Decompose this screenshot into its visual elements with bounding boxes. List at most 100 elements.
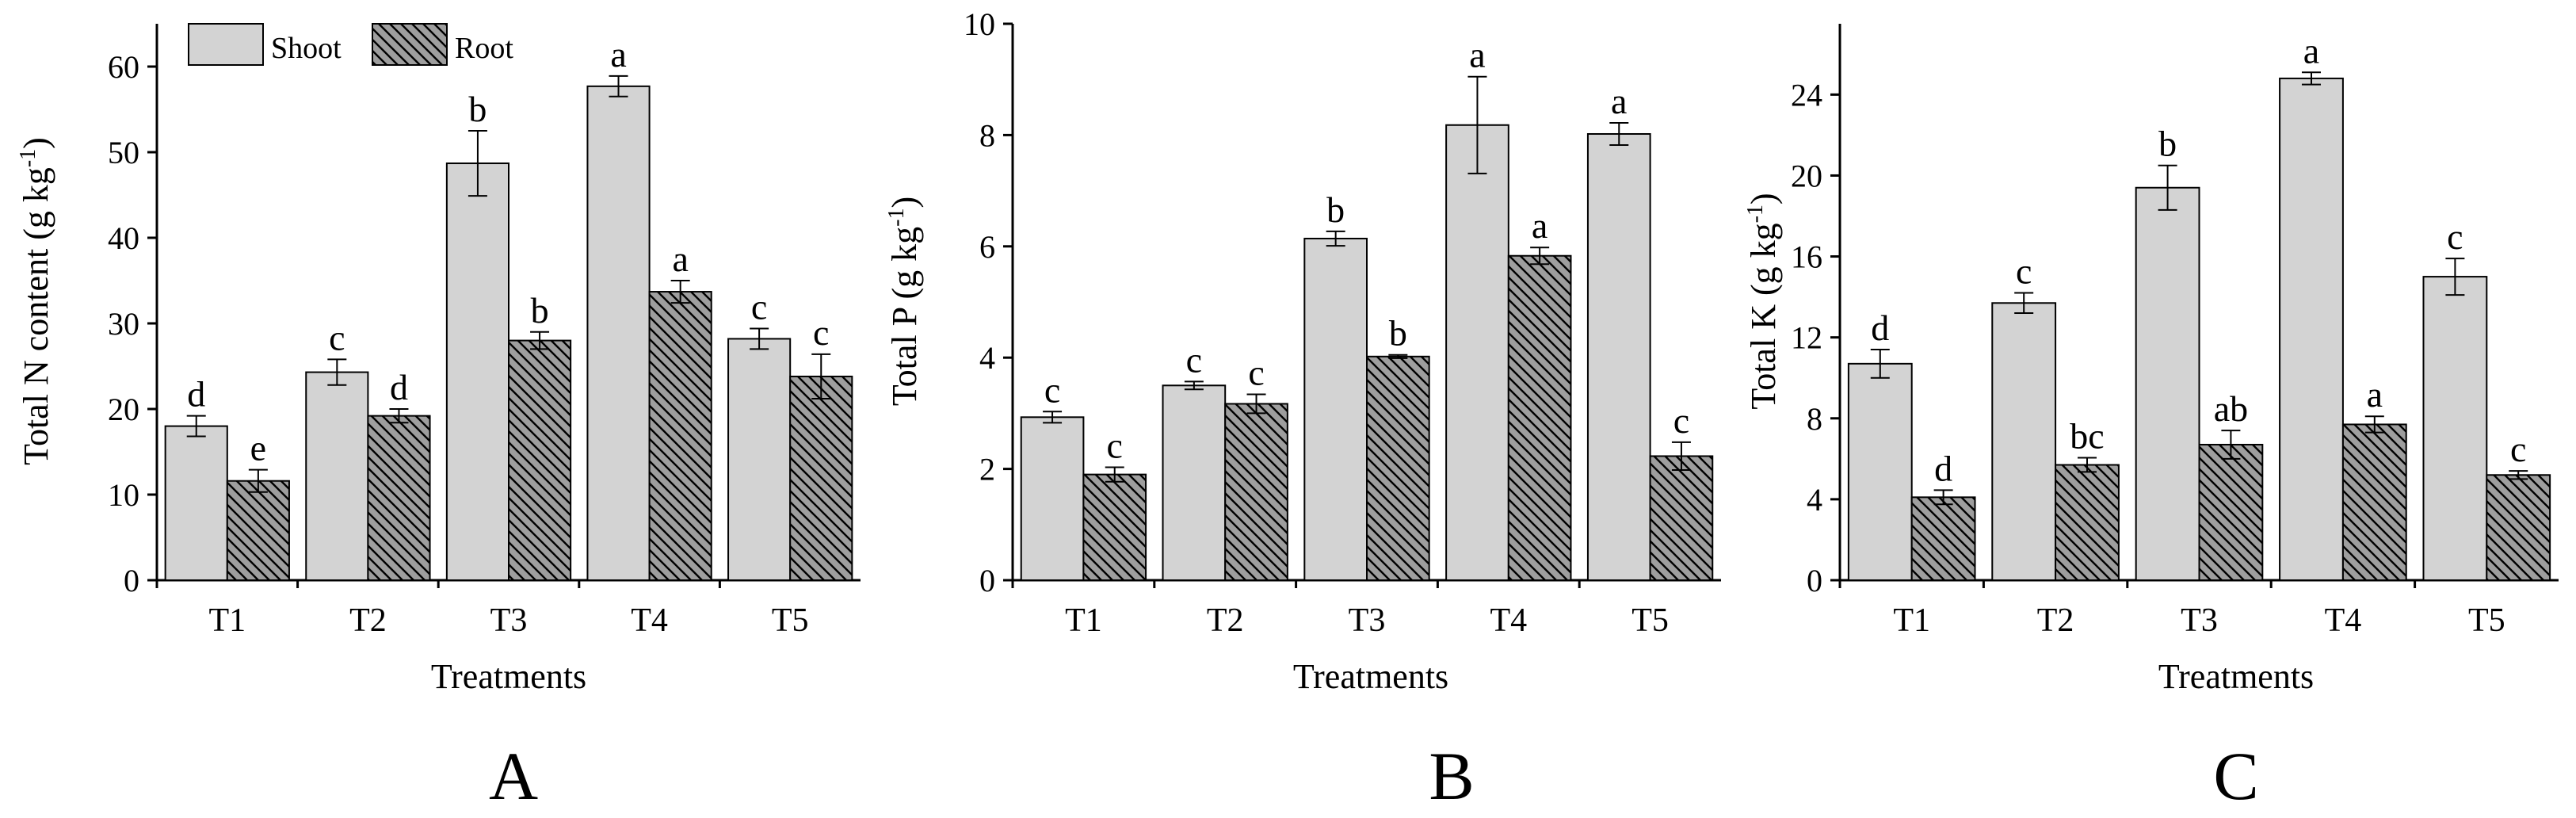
panel-a-significance-letter: a bbox=[610, 34, 626, 75]
panel-b-y-tick-label: 6 bbox=[979, 229, 995, 265]
panel-b-significance-letter: a bbox=[1469, 35, 1485, 75]
panel-a-significance-letter: e bbox=[250, 428, 266, 468]
panel-a-x-axis-label: Treatments bbox=[431, 657, 586, 696]
panel-a-x-tick-label: T2 bbox=[349, 602, 387, 639]
panel-b-significance-letter: a bbox=[1611, 81, 1627, 121]
panel-b-x-tick-label: T4 bbox=[1490, 602, 1527, 639]
panel-b-marks: 0 2 4 6 8 10 T1 c c T2 c c T3 b b T4 a a T5 a c bbox=[964, 6, 1721, 639]
panel-b-significance-letter: c bbox=[1107, 425, 1123, 465]
panel-b-significance-letter: b bbox=[1326, 189, 1345, 230]
panel-b-y-axis-label-tail: ) bbox=[885, 197, 924, 208]
legend-label-shoot: Shoot bbox=[271, 32, 342, 65]
panel-a-bar-shoot bbox=[445, 162, 510, 582]
panel-b-y-tick-label: 8 bbox=[979, 117, 995, 153]
panel-b-total-p: 0 2 4 6 8 10 T1 c c T2 c c T3 b b T4 a a T5 a c Total P (g k… bbox=[884, 6, 1721, 814]
panel-a-y-tick-label: 30 bbox=[108, 306, 139, 342]
panel-a-significance-letter: d bbox=[187, 374, 205, 415]
panel-c-y-tick-label: 4 bbox=[1807, 482, 1822, 518]
panel-a-bar-root bbox=[648, 291, 712, 581]
panel-b-label: B bbox=[1429, 738, 1474, 814]
panel-b-bar-shoot bbox=[1162, 384, 1227, 581]
panel-b-bar-shoot bbox=[1586, 132, 1651, 582]
panel-a-bar-root bbox=[789, 375, 853, 581]
panel-b-x-tick-label: T1 bbox=[1065, 602, 1102, 639]
panel-a-x-tick-label: T1 bbox=[208, 602, 246, 639]
panel-a-x-tick-label: T5 bbox=[772, 602, 809, 639]
panel-b-y-axis-label-sup: -1 bbox=[884, 208, 909, 227]
panel-c-x-tick-label: T4 bbox=[2325, 602, 2362, 639]
panel-a-y-tick-label: 0 bbox=[124, 563, 139, 598]
legend-swatch-shoot bbox=[188, 23, 264, 66]
panel-c-significance-letter: c bbox=[2016, 251, 2032, 292]
panel-c-significance-letter: d bbox=[1871, 308, 1889, 348]
panel-a-label: A bbox=[489, 738, 538, 814]
panel-a-bar-shoot bbox=[305, 371, 369, 581]
panel-c-bar-root bbox=[2486, 474, 2551, 581]
panel-a-x-tick-label: T4 bbox=[631, 602, 668, 639]
panel-b-x-tick-label: T5 bbox=[1631, 602, 1669, 639]
panel-a-significance-letter: c bbox=[329, 317, 345, 357]
panel-c-significance-letter: a bbox=[2367, 374, 2383, 415]
panel-c-y-tick-label: 0 bbox=[1807, 563, 1822, 598]
panel-a-total-n: 0 10 20 30 40 50 60 T1 d e T2 c d T3 b b T4 a a T5 c c Total … bbox=[16, 24, 861, 814]
panel-a-bar-root bbox=[508, 339, 572, 581]
panel-c-x-tick-label: T3 bbox=[2181, 602, 2218, 639]
panel-c-significance-letter: a bbox=[2303, 30, 2319, 71]
panel-c-significance-letter: d bbox=[1934, 448, 1952, 488]
panel-c-bar-shoot bbox=[2422, 276, 2488, 581]
panel-a-y-tick-label: 50 bbox=[108, 135, 139, 170]
panel-c-y-tick-label: 12 bbox=[1791, 320, 1822, 356]
panel-b-y-tick-label: 2 bbox=[979, 452, 995, 487]
panel-c-significance-letter: c bbox=[2510, 429, 2526, 469]
panel-c-bar-root bbox=[2341, 423, 2407, 581]
panel-b-bar-root bbox=[1649, 455, 1714, 581]
panel-c-marks: 0 4 8 12 16 20 24 T1 d d T2 c bc T3 b ab T4 a a T5 c c bbox=[1791, 24, 2559, 639]
legend-label-root: Root bbox=[455, 32, 513, 65]
panel-a-y-axis-label-tail: ) bbox=[17, 137, 55, 149]
panel-a-significance-letter: c bbox=[751, 286, 767, 327]
panel-a-y-axis-label: Total N content (g kg-1) bbox=[16, 137, 55, 465]
panel-b-x-tick-label: T3 bbox=[1349, 602, 1386, 639]
legend-swatch-root bbox=[372, 23, 448, 66]
panel-c-y-axis-label-tail: ) bbox=[1744, 193, 1783, 204]
panel-a-y-axis-label-sup: -1 bbox=[16, 149, 40, 167]
panel-c-y-tick-label: 16 bbox=[1791, 239, 1822, 275]
panel-a-significance-letter: c bbox=[813, 312, 829, 353]
panel-a-significance-letter: b bbox=[468, 89, 487, 129]
panel-b-bar-root bbox=[1224, 403, 1288, 581]
panel-b-bar-root bbox=[1507, 254, 1572, 581]
panel-c-bar-shoot bbox=[1847, 362, 1913, 581]
legend: Shoot Root bbox=[188, 23, 513, 66]
panel-c-x-axis-label: Treatments bbox=[2158, 657, 2314, 696]
panel-a-significance-letter: b bbox=[531, 290, 549, 331]
panel-b-y-tick-label: 10 bbox=[964, 6, 995, 42]
panel-b-x-tick-label: T2 bbox=[1207, 602, 1244, 639]
panel-a-y-axis-label-main: Total N content (g kg bbox=[17, 167, 55, 465]
panel-c-bar-root bbox=[2055, 464, 2120, 582]
panel-a-x-tick-label: T3 bbox=[490, 602, 528, 639]
panel-b-y-axis-label: Total P (g kg-1) bbox=[884, 197, 924, 406]
panel-c-significance-letter: bc bbox=[2070, 416, 2104, 457]
panel-b-y-tick-label: 4 bbox=[979, 340, 995, 376]
panel-c-y-tick-label: 8 bbox=[1807, 401, 1822, 437]
panel-b-significance-letter: c bbox=[1248, 353, 1264, 393]
panel-a-significance-letter: d bbox=[390, 367, 408, 407]
panel-c-total-k: 0 4 8 12 16 20 24 T1 d d T2 c bc T3 b ab T4 a a T5 c c Total … bbox=[1743, 24, 2559, 814]
panel-c-x-tick-label: T1 bbox=[1893, 602, 1930, 639]
panel-b-bar-root bbox=[1082, 473, 1147, 581]
panel-a-significance-letter: a bbox=[672, 239, 688, 279]
panel-a-bar-shoot bbox=[164, 425, 228, 581]
panel-c-bar-root bbox=[1910, 496, 1976, 582]
panel-c-label: C bbox=[2213, 738, 2258, 814]
panel-b-significance-letter: b bbox=[1389, 313, 1407, 354]
panel-a-y-tick-label: 20 bbox=[108, 392, 139, 427]
panel-b-bar-shoot bbox=[1303, 237, 1368, 581]
panel-a-bar-shoot bbox=[586, 85, 651, 581]
panel-c-bar-shoot bbox=[1991, 302, 2057, 581]
panel-b-significance-letter: c bbox=[1186, 339, 1202, 380]
panel-b-bar-shoot bbox=[1445, 124, 1509, 582]
panel-a-y-tick-label: 60 bbox=[108, 49, 139, 85]
panel-b-x-axis-label: Treatments bbox=[1293, 657, 1448, 696]
panel-c-significance-letter: b bbox=[2158, 124, 2177, 164]
panel-c-y-tick-label: 24 bbox=[1791, 77, 1822, 113]
